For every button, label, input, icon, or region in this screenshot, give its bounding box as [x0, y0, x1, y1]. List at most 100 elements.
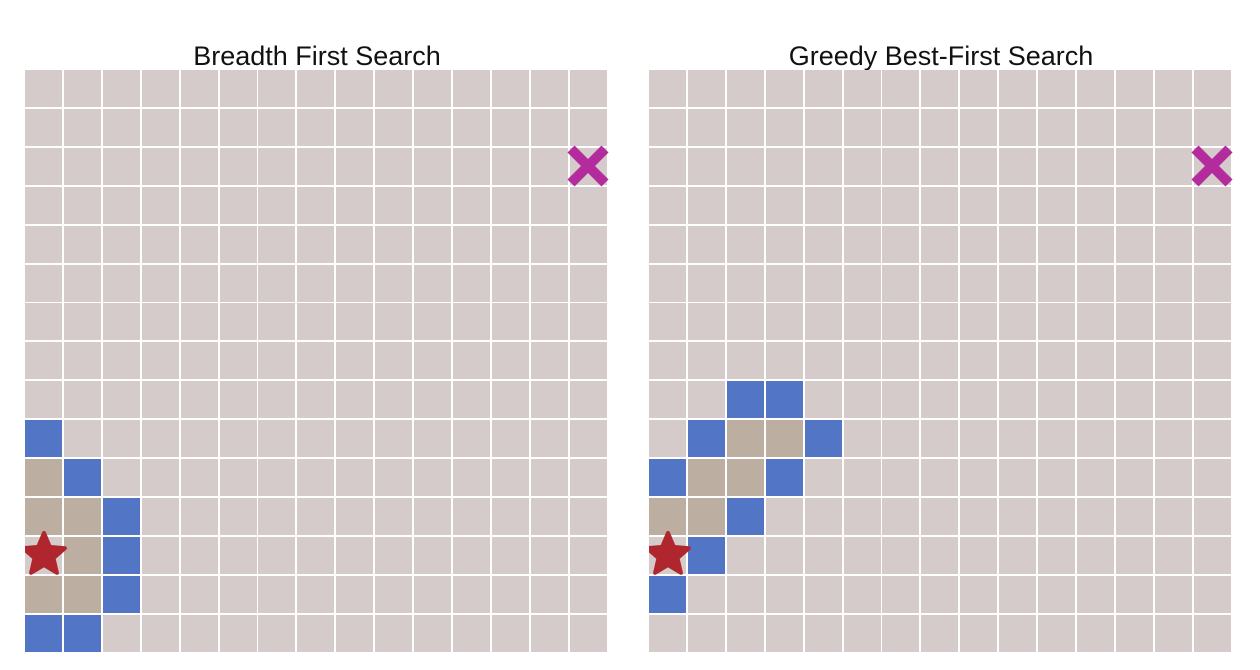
grid-cell [569, 381, 607, 419]
grid-cell [882, 303, 920, 341]
grid-cell [1038, 459, 1075, 496]
grid-cell [414, 70, 451, 107]
grid-cell [219, 186, 257, 224]
grid-cell [1193, 186, 1231, 224]
grid-cell [1115, 264, 1153, 302]
grid-cell [102, 70, 140, 107]
grid-cell [63, 225, 101, 263]
grid-cell [1115, 342, 1153, 380]
grid-cell [960, 147, 998, 185]
grid-cell [687, 225, 725, 263]
grid-cell [1193, 497, 1231, 535]
bfs-panel: Breadth First Search [25, 0, 625, 670]
grid-cell [1115, 147, 1153, 185]
grid-cell [141, 225, 179, 263]
grid-cell [726, 186, 764, 224]
grid-cell [999, 459, 1037, 496]
grid-cell [687, 381, 725, 419]
grid-cell [726, 614, 764, 652]
grid-cell [1115, 108, 1153, 146]
grid-cell [960, 459, 998, 496]
grid-cell [999, 575, 1037, 613]
grid-cell [258, 264, 296, 302]
grid-cell [569, 303, 607, 341]
x-mark-icon [567, 145, 609, 187]
grid-cell [921, 381, 959, 419]
grid-cell [336, 575, 374, 613]
grid-cell [452, 108, 490, 146]
grid-cell [25, 147, 62, 185]
grid-cell [765, 264, 803, 302]
grid-cell [1115, 536, 1153, 574]
grid-cell [63, 186, 101, 224]
frontier-cell [63, 614, 101, 652]
grid-cell [452, 264, 490, 302]
grid-cell [687, 147, 725, 185]
grid-cell [1154, 264, 1192, 302]
bfs-grid [25, 70, 609, 660]
grid-cell [452, 70, 490, 107]
grid-cell [960, 497, 998, 535]
grid-cell [63, 264, 101, 302]
grid-cell [1154, 420, 1192, 458]
grid-cell [297, 225, 335, 263]
grid-cell [414, 147, 451, 185]
grid-cell [530, 186, 568, 224]
grid-cell [1038, 381, 1075, 419]
grid-cell [452, 186, 490, 224]
grid-cell [843, 459, 881, 496]
grid-cell [491, 342, 529, 380]
grid-cell [882, 497, 920, 535]
grid-cell [960, 108, 998, 146]
grid-cell [25, 342, 62, 380]
grid-cell [336, 70, 374, 107]
grid-cell [219, 70, 257, 107]
grid-cell [843, 381, 881, 419]
grid-cell [530, 70, 568, 107]
grid-cell [336, 536, 374, 574]
grid-cell [102, 459, 140, 496]
grid-cell [297, 342, 335, 380]
grid-cell [180, 186, 218, 224]
grid-cell [491, 264, 529, 302]
grid-cell [258, 536, 296, 574]
grid-cell [569, 342, 607, 380]
grid-cell [1154, 147, 1192, 185]
grid-cell [843, 264, 881, 302]
visited-cell [25, 575, 62, 613]
grid-cell [25, 303, 62, 341]
grid-cell [141, 420, 179, 458]
grid-cell [882, 342, 920, 380]
grid-cell [1076, 459, 1114, 496]
grid-cell [219, 108, 257, 146]
grid-cell [297, 459, 335, 496]
grid-cell [258, 575, 296, 613]
grid-cell [960, 186, 998, 224]
grid-cell [804, 575, 842, 613]
grid-cell [219, 225, 257, 263]
grid-cell [414, 459, 451, 496]
grid-cell [452, 536, 490, 574]
grid-cell [921, 536, 959, 574]
grid-cell [1115, 575, 1153, 613]
grid-cell [882, 536, 920, 574]
grid-cell [1038, 420, 1075, 458]
grid-cell [1193, 614, 1231, 652]
grid-cell [726, 342, 764, 380]
grid-cell [1076, 381, 1114, 419]
grid-cell [1076, 497, 1114, 535]
grid-cell [649, 614, 686, 652]
grid-cell [414, 108, 451, 146]
grid-cell [1193, 420, 1231, 458]
grid-cell [1115, 186, 1153, 224]
grid-cell [843, 342, 881, 380]
grid-cell [1076, 575, 1114, 613]
grid-cell [1193, 342, 1231, 380]
grid-cell [180, 225, 218, 263]
grid-cell [569, 536, 607, 574]
grid-cell [999, 147, 1037, 185]
grid-cell [297, 264, 335, 302]
grid-cell [375, 536, 413, 574]
grid-cell [414, 536, 451, 574]
grid-cell [258, 70, 296, 107]
